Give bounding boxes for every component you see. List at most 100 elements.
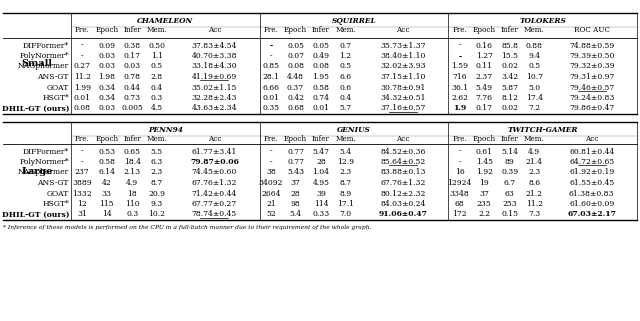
Text: Pre.: Pre. xyxy=(75,26,90,34)
Text: 1332: 1332 xyxy=(72,189,92,197)
Text: Mem.: Mem. xyxy=(147,26,167,34)
Text: 32.28±2.43: 32.28±2.43 xyxy=(191,94,237,102)
Text: 0.5: 0.5 xyxy=(151,63,163,71)
Text: 2.62: 2.62 xyxy=(451,94,468,102)
Text: 14: 14 xyxy=(102,211,112,219)
Text: -: - xyxy=(458,148,461,155)
Text: -: - xyxy=(269,158,272,166)
Text: 79.24±0.83: 79.24±0.83 xyxy=(569,94,614,102)
Text: -: - xyxy=(458,158,461,166)
Text: ROC AUC: ROC AUC xyxy=(573,26,610,34)
Text: 716: 716 xyxy=(452,73,467,81)
Text: 1.04: 1.04 xyxy=(312,169,330,177)
Text: 7.3: 7.3 xyxy=(528,211,540,219)
Text: Infer: Infer xyxy=(312,26,330,34)
Text: 6.3: 6.3 xyxy=(150,158,163,166)
Text: HSGT*: HSGT* xyxy=(42,200,69,208)
Text: 0.88: 0.88 xyxy=(525,41,543,49)
Text: 0.74: 0.74 xyxy=(312,94,330,102)
Text: 7.0: 7.0 xyxy=(339,211,351,219)
Text: 0.01: 0.01 xyxy=(74,94,91,102)
Text: 0.03: 0.03 xyxy=(124,63,141,71)
Text: 0.3: 0.3 xyxy=(150,94,163,102)
Text: 74.88±0.59: 74.88±0.59 xyxy=(569,41,614,49)
Text: 0.11: 0.11 xyxy=(476,63,493,71)
Text: 0.05: 0.05 xyxy=(287,41,304,49)
Text: 12: 12 xyxy=(77,200,87,208)
Text: 0.37: 0.37 xyxy=(287,83,304,91)
Text: 0.68: 0.68 xyxy=(287,105,304,112)
Text: 67.76±1.32: 67.76±1.32 xyxy=(380,179,426,187)
Text: 19: 19 xyxy=(479,179,489,187)
Text: 1.45: 1.45 xyxy=(476,158,493,166)
Text: 79.32±0.39: 79.32±0.39 xyxy=(569,63,614,71)
Text: Epoch: Epoch xyxy=(284,135,307,143)
Text: -: - xyxy=(458,52,461,60)
Text: 0.005: 0.005 xyxy=(122,105,143,112)
Text: DIFFormer*: DIFFormer* xyxy=(23,148,69,155)
Text: 28: 28 xyxy=(291,189,300,197)
Text: ANS-GT: ANS-GT xyxy=(38,179,69,187)
Text: 11.2: 11.2 xyxy=(525,200,543,208)
Text: 2.3: 2.3 xyxy=(528,169,540,177)
Text: 0.08: 0.08 xyxy=(287,63,304,71)
Text: 91.06±0.47: 91.06±0.47 xyxy=(378,211,428,219)
Text: 64.72±0.65: 64.72±0.65 xyxy=(569,158,614,166)
Text: Pre.: Pre. xyxy=(264,135,278,143)
Text: 42: 42 xyxy=(102,179,112,187)
Text: 0.39: 0.39 xyxy=(501,169,518,177)
Text: -: - xyxy=(81,41,84,49)
Text: Infer: Infer xyxy=(124,26,141,34)
Text: -: - xyxy=(269,41,273,49)
Text: 0.15: 0.15 xyxy=(501,211,518,219)
Text: 0.42: 0.42 xyxy=(287,94,304,102)
Text: 0.34: 0.34 xyxy=(99,94,115,102)
Text: -: - xyxy=(269,148,272,155)
Text: 0.61: 0.61 xyxy=(476,148,493,155)
Text: 0.02: 0.02 xyxy=(501,105,518,112)
Text: 61.38±0.83: 61.38±0.83 xyxy=(569,189,614,197)
Text: 0.5: 0.5 xyxy=(528,63,540,71)
Text: 79.31±0.97: 79.31±0.97 xyxy=(569,73,614,81)
Text: Infer: Infer xyxy=(500,26,518,34)
Text: 2.13: 2.13 xyxy=(124,169,141,177)
Text: 21.2: 21.2 xyxy=(525,189,543,197)
Text: PolyNormer*: PolyNormer* xyxy=(19,158,69,166)
Text: Epoch: Epoch xyxy=(284,26,307,34)
Text: 5.43: 5.43 xyxy=(287,169,304,177)
Text: DIFFormer*: DIFFormer* xyxy=(23,41,69,49)
Text: 2664: 2664 xyxy=(261,189,281,197)
Text: 28: 28 xyxy=(316,158,326,166)
Text: 38.40±1.10: 38.40±1.10 xyxy=(380,52,426,60)
Text: 0.44: 0.44 xyxy=(124,83,141,91)
Text: CHAMELEON: CHAMELEON xyxy=(137,17,193,25)
Text: Infer: Infer xyxy=(500,135,518,143)
Text: 0.03: 0.03 xyxy=(99,63,115,71)
Text: 18: 18 xyxy=(127,189,137,197)
Text: 0.05: 0.05 xyxy=(312,41,330,49)
Text: 253: 253 xyxy=(502,200,517,208)
Text: Acc: Acc xyxy=(396,135,410,143)
Text: 5.49: 5.49 xyxy=(476,83,493,91)
Text: 8.6: 8.6 xyxy=(528,179,540,187)
Text: Epoch: Epoch xyxy=(472,26,496,34)
Text: 2.37: 2.37 xyxy=(476,73,493,81)
Text: 84.52±0.36: 84.52±0.36 xyxy=(380,148,426,155)
Text: 0.03: 0.03 xyxy=(99,105,115,112)
Text: 0.7: 0.7 xyxy=(339,41,351,49)
Text: 0.38: 0.38 xyxy=(124,41,141,49)
Text: 2.3: 2.3 xyxy=(339,169,351,177)
Text: 67.76±1.32: 67.76±1.32 xyxy=(192,179,237,187)
Text: 61.92±0.19: 61.92±0.19 xyxy=(569,169,614,177)
Text: 0.77: 0.77 xyxy=(287,148,304,155)
Text: 1.9: 1.9 xyxy=(453,105,467,112)
Text: 41.19±0.69: 41.19±0.69 xyxy=(192,73,237,81)
Text: 114: 114 xyxy=(314,200,328,208)
Text: Acc: Acc xyxy=(585,135,598,143)
Text: 1.59: 1.59 xyxy=(451,63,468,71)
Text: Mem.: Mem. xyxy=(335,26,356,34)
Text: Mem.: Mem. xyxy=(524,135,545,143)
Text: 67.77±0.27: 67.77±0.27 xyxy=(192,200,237,208)
Text: 40.70±3.38: 40.70±3.38 xyxy=(191,52,237,60)
Text: DHIL-GT (ours): DHIL-GT (ours) xyxy=(1,105,69,112)
